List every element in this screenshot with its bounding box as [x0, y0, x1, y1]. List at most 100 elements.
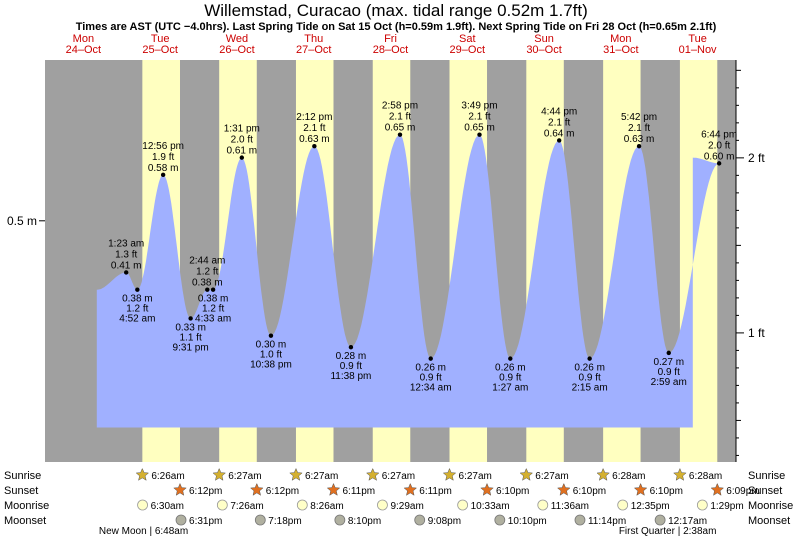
plot-area: 1:23 am1.3 ft0.41 m0.38 m1.2 ft4:52 am12… [45, 60, 737, 462]
sunset-icon [480, 482, 494, 496]
sunset-time: 6:12pm [189, 486, 222, 497]
high-tide-point [556, 138, 562, 143]
low-tide-point [666, 350, 671, 356]
low-tide-m-label: 0.30 m [256, 340, 287, 351]
low-tide-time-label: 10:38 pm [250, 360, 292, 371]
day-label-weekday: Sat [459, 33, 476, 45]
high-tide-m-label: 0.65 m [464, 123, 495, 134]
high-tide-time-label: 6:44 pm [701, 129, 737, 140]
right-axis-tick-label: 2 ft [748, 151, 765, 165]
sunset-icon [710, 482, 725, 496]
low-tide-m-label: 0.38 m [198, 294, 229, 305]
sunset-icon [173, 482, 187, 496]
high-tide-ft-label: 2.0 ft [708, 140, 730, 151]
low-tide-time-label: 9:31 pm [173, 342, 209, 353]
low-tide-point [348, 344, 354, 350]
low-tide-time-label: 4:33 am [195, 314, 231, 325]
day-label-date: 25–Oct [142, 44, 177, 56]
high-tide-point [397, 132, 403, 137]
sunrise-time: 6:26am [151, 471, 184, 482]
low-tide-ft-label: 0.9 ft [420, 373, 442, 384]
right-axis-tick-label: 1 ft [748, 326, 765, 340]
high-tide-ft-label: 2.1 ft [303, 123, 325, 134]
high-tide-point [160, 172, 166, 178]
moonrise-time: 1:29pm [710, 501, 743, 512]
day-label-weekday: Sun [534, 33, 554, 45]
sunset-time: 6:10pm [573, 486, 606, 497]
sunrise-icon [596, 467, 610, 481]
tide-curve [96, 134, 720, 428]
moonset-time: 7:18pm [268, 516, 301, 527]
sunset-time: 6:11pm [342, 486, 375, 497]
chart-title: Willemstad, Curacao (max. tidal range 0.… [204, 1, 588, 20]
astro-row-label-left: Sunset [4, 485, 38, 497]
moonset-icon [654, 514, 666, 526]
low-tide-ft-label: 0.9 ft [658, 367, 680, 378]
moonrise-icon [696, 499, 708, 511]
sunset-time: 6:09pm [726, 486, 759, 497]
high-tide-m-label: 0.65 m [385, 123, 416, 134]
moonset-icon [254, 514, 266, 526]
moonrise-time: 10:33am [471, 501, 510, 512]
moonrise-icon [377, 499, 388, 511]
astro-row-label-left: Moonrise [4, 500, 49, 512]
moonset-icon [494, 514, 506, 526]
day-label-date: 24–Oct [66, 44, 101, 56]
day-label-weekday: Wed [226, 33, 248, 45]
moonrise-time: 6:30am [151, 501, 184, 512]
astro-row-label-left: Sunrise [4, 470, 41, 482]
sunrise-icon [135, 467, 150, 481]
moonrise-icon [137, 499, 148, 511]
sunset-time: 6:11pm [419, 486, 452, 497]
moonrise-icon [296, 499, 308, 511]
low-tide-ft-label: 0.9 ft [340, 361, 362, 372]
day-label-weekday: Mon [610, 33, 631, 45]
high-tide-time-label: 2:58 pm [382, 101, 418, 112]
tide-area [96, 134, 720, 428]
sunrise-time: 6:27am [459, 471, 492, 482]
sunrise-time: 6:28am [612, 471, 645, 482]
high-tide-time-label: 12:56 pm [142, 141, 184, 152]
moonrise-icon [457, 499, 469, 511]
day-label-weekday: Mon [73, 33, 94, 45]
high-tide-ft-label: 1.2 ft [196, 267, 218, 278]
moonset-time: 8:10pm [348, 516, 381, 527]
low-tide-point [188, 316, 193, 321]
low-tide-m-label: 0.28 m [336, 351, 367, 362]
astro-row-label-right: Moonrise [748, 500, 793, 512]
sunset-icon [556, 482, 571, 496]
high-tide-point [123, 270, 129, 275]
sunrise-time: 6:27am [382, 471, 415, 482]
low-tide-ft-label: 1.1 ft [179, 332, 201, 343]
sunrise-icon [519, 467, 534, 481]
low-tide-time-label: 4:52 am [119, 314, 155, 325]
sunset-time: 6:12pm [266, 486, 299, 497]
sunset-time: 6:10pm [496, 486, 529, 497]
low-tide-time-label: 2:15 am [572, 383, 608, 394]
moonset-icon [334, 514, 346, 526]
moonrise-time: 11:36am [551, 501, 589, 512]
sunset-icon [249, 482, 264, 496]
high-tide-m-label: 0.60 m [704, 151, 735, 162]
high-tide-point [312, 143, 317, 149]
high-tide-time-label: 2:44 am [189, 256, 225, 267]
moonrise-time: 12:35pm [631, 501, 670, 512]
low-tide-m-label: 0.26 m [415, 363, 446, 374]
high-tide-ft-label: 2.1 ft [628, 123, 650, 134]
high-tide-time-label: 5:42 pm [621, 112, 657, 123]
moon-phase-label: First Quarter | 2:38am [619, 526, 717, 537]
low-tide-m-label: 0.33 m [175, 322, 206, 333]
sunrise-icon [673, 467, 687, 481]
sunset-icon [633, 482, 648, 496]
astro-row-label-right: Sunrise [748, 470, 785, 482]
astro-row-label-left: Moonset [4, 515, 46, 527]
moonrise-icon [537, 499, 549, 511]
day-label-weekday: Thu [304, 33, 323, 45]
day-label-weekday: Tue [151, 33, 170, 45]
day-label-date: 26–Oct [219, 44, 254, 56]
high-tide-point [636, 143, 642, 149]
moonset-icon [574, 514, 586, 526]
day-label-weekday: Tue [688, 33, 707, 45]
sunset-time: 6:10pm [650, 486, 683, 497]
low-tide-point [135, 287, 140, 292]
